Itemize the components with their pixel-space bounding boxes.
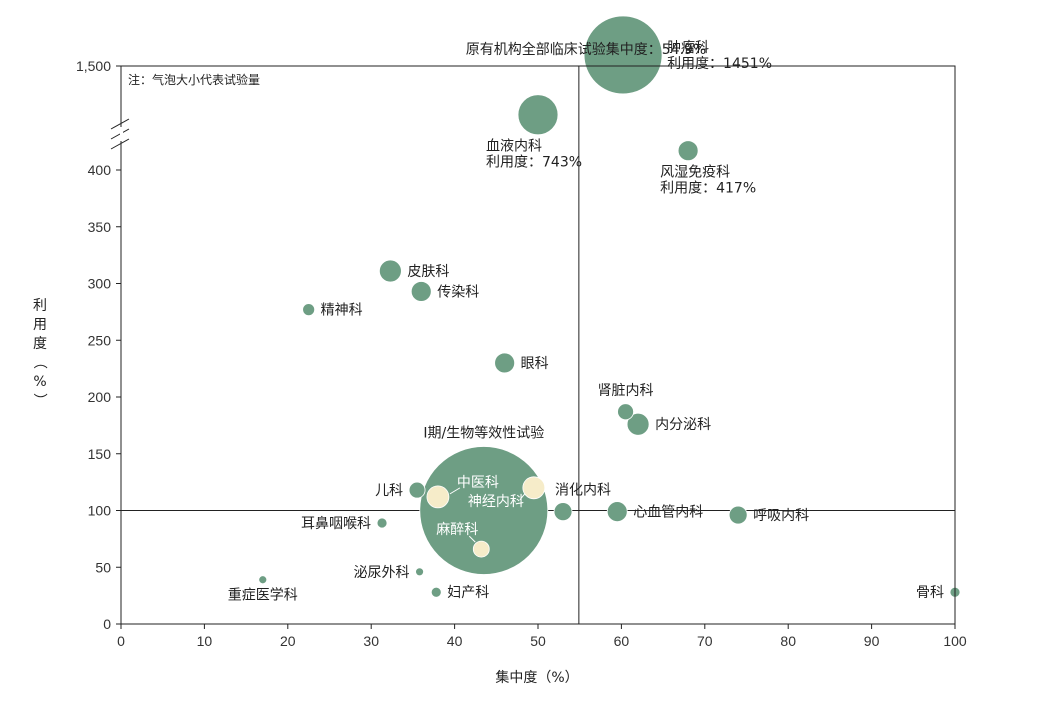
label-骨科: 骨科 [916, 585, 944, 601]
x-tick-label: 10 [197, 633, 213, 649]
label-精神科: 精神科 [321, 303, 363, 319]
label-消化内科: 消化内科 [555, 483, 611, 499]
label-肾脏内科: 肾脏内科 [598, 383, 654, 399]
label-眼科: 眼科 [521, 356, 549, 372]
label-耳鼻咽喉科: 耳鼻咽喉科 [301, 515, 371, 532]
axis-break-mark [110, 138, 130, 150]
bubble-消化内科 [553, 502, 573, 522]
label-血液内科: 血液内科 [486, 139, 542, 155]
label-呼吸内科: 呼吸内科 [753, 508, 809, 524]
y-tick-label: 150 [88, 446, 112, 462]
x-tick-label: 100 [943, 633, 967, 649]
bubble-泌尿外科 [415, 567, 424, 577]
axis-break-mark [110, 118, 130, 130]
y-tick-label: 100 [88, 503, 112, 519]
label-肿瘤科: 肿瘤科 [667, 39, 709, 56]
label-儿科: 儿科 [375, 483, 403, 499]
bubble-眼科 [494, 352, 516, 374]
label-风湿免疫科-note: 利用度：417% [660, 181, 756, 197]
y-tick-label: 300 [88, 276, 112, 292]
bubble-肾脏内科 [617, 403, 634, 421]
y-tick-label: 200 [88, 389, 112, 405]
label-心血管内科: 心血管内科 [633, 505, 703, 521]
x-axis-title: 集中度（%） [495, 669, 578, 686]
bubble-耳鼻咽喉科 [376, 517, 388, 529]
leader-麻醉科 [468, 535, 476, 543]
y-axis-title-char: % [33, 374, 46, 390]
bubble-血液内科 [517, 94, 559, 136]
x-tick-label: 0 [117, 633, 125, 649]
x-tick-label: 50 [530, 633, 546, 649]
x-tick-label: 40 [447, 633, 463, 649]
x-tick-label: 70 [697, 633, 713, 649]
bubble-心血管内科 [606, 501, 628, 523]
y-tick-label: 50 [95, 559, 111, 575]
vline-label: 原有机构全部临床试验集中度：54.9% [466, 41, 706, 58]
x-tick-label: 30 [363, 633, 379, 649]
label-血液内科-note: 利用度：743% [486, 155, 582, 171]
x-tick-label: 80 [780, 633, 796, 649]
label-中医科: 中医科 [457, 475, 499, 491]
bubble-神经内科 [522, 476, 546, 500]
bubbles [258, 15, 961, 598]
y-axis-title-char: 利 [33, 298, 47, 314]
x-tick-label: 60 [614, 633, 630, 649]
bubble-中医科 [426, 485, 450, 509]
leader-神经内科 [519, 493, 526, 501]
bubble-传染科 [410, 281, 432, 302]
bubble-内分泌科 [626, 412, 650, 436]
label-皮肤科: 皮肤科 [407, 264, 449, 280]
y-tick-label: 350 [88, 219, 112, 235]
bubble-I期/生物等效性试验 [419, 446, 549, 575]
bubble-size-note: 注：气泡大小代表试验量 [128, 72, 260, 87]
bubble-精神科 [302, 303, 316, 317]
bubble-重症医学科 [258, 575, 268, 585]
bubble-皮肤科 [378, 259, 402, 283]
label-肿瘤科-note: 利用度：1451% [667, 56, 772, 72]
label-传染科: 传染科 [437, 284, 479, 300]
label-风湿免疫科: 风湿免疫科 [660, 165, 730, 181]
label-内分泌科: 内分泌科 [655, 417, 711, 433]
bubble-风湿免疫科 [677, 140, 699, 162]
x-tick-label: 90 [864, 633, 880, 649]
bubble-妇产科 [430, 586, 442, 598]
axes: 0 10 20 30 40 50 60 70 80 90 100 0 50 100 150 200 250 300… [31, 58, 967, 649]
label-麻醉科: 麻醉科 [436, 522, 478, 538]
bubble-呼吸内科 [728, 505, 748, 525]
y-axis-title-char: ） [31, 393, 47, 407]
bubble-肿瘤科 [583, 15, 663, 95]
bubble-儿科 [408, 481, 426, 499]
label-神经内科: 神经内科 [468, 494, 524, 510]
label-I期/生物等效性试验: I期/生物等效性试验 [423, 425, 544, 442]
leader-中医科 [449, 487, 461, 495]
y-axis-title-char: 用 [33, 317, 47, 333]
y-tick-label: 400 [88, 162, 112, 178]
y-tick-label-top: 1,500 [76, 58, 111, 74]
bubble-麻醉科 [472, 540, 490, 558]
y-tick-label: 0 [103, 616, 111, 632]
axis-break-gap [120, 127, 123, 141]
label-泌尿外科: 泌尿外科 [354, 565, 410, 581]
label-妇产科: 妇产科 [447, 584, 489, 601]
y-axis-title: 利用度 （% ） [31, 298, 47, 407]
y-axis-title-char: （ [31, 355, 47, 369]
y-tick-label: 250 [88, 332, 112, 348]
x-tick-label: 20 [280, 633, 296, 649]
label-重症医学科: 重症医学科 [228, 588, 298, 604]
y-axis-title-char: 度 [33, 336, 47, 352]
